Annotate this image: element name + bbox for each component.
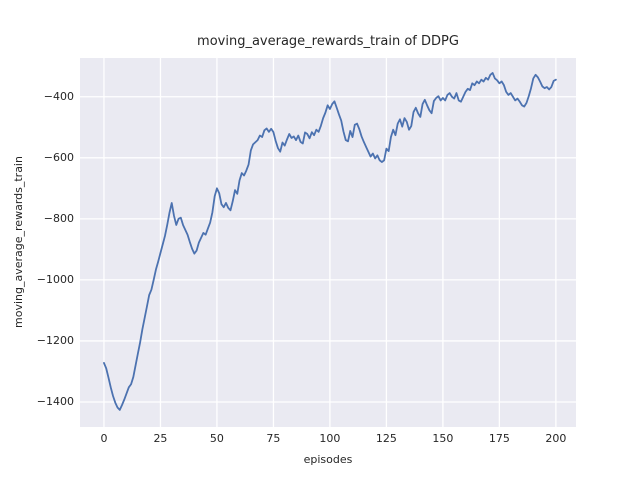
y-tick-label: −1400 <box>36 394 74 408</box>
axes-background <box>80 58 576 427</box>
y-tick-label: −1200 <box>36 333 74 347</box>
x-tick-label: 25 <box>153 432 168 445</box>
x-tick-label: 50 <box>209 432 224 445</box>
y-tick-label: −400 <box>43 89 74 103</box>
x-axis-label: episodes <box>303 453 353 466</box>
y-tick-label: −1000 <box>36 272 74 286</box>
x-tick-label: 175 <box>488 432 510 445</box>
y-tick-label: −600 <box>43 150 74 164</box>
x-tick-label: 200 <box>545 432 567 445</box>
y-tick-label: −800 <box>43 211 74 225</box>
x-tick-label: 150 <box>432 432 454 445</box>
x-tick-label: 75 <box>266 432 281 445</box>
x-tick-label: 100 <box>319 432 341 445</box>
x-tick-label: 0 <box>100 432 108 445</box>
x-tick-label: 125 <box>375 432 397 445</box>
plot-area <box>80 58 576 427</box>
series-line <box>103 72 557 411</box>
y-axis-label-text: moving_average_rewards_train <box>12 156 25 328</box>
chart-title: moving_average_rewards_train of DDPG <box>197 34 459 49</box>
